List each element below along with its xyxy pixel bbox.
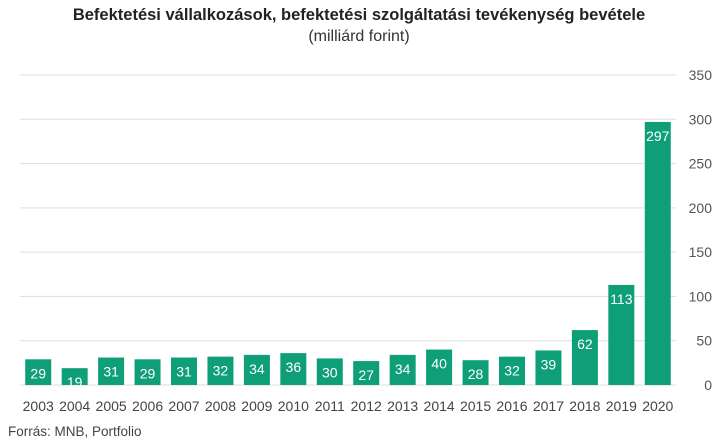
x-tick-label: 2013 — [387, 398, 418, 414]
bar — [426, 349, 453, 385]
x-tick-label: 2018 — [569, 398, 600, 414]
bar — [98, 357, 125, 385]
bar — [207, 356, 234, 385]
bar — [499, 356, 525, 385]
x-tick-label: 2008 — [205, 398, 236, 414]
bar-value-label: 36 — [286, 359, 302, 375]
bar-value-label: 297 — [646, 128, 670, 144]
bar-value-label: 40 — [431, 356, 447, 372]
x-tick-label: 2019 — [606, 398, 637, 414]
y-axis-ticks: 0 50 100 150 200 250 300 350 — [689, 67, 713, 393]
bar — [389, 354, 416, 385]
y-tick-label: 350 — [689, 67, 713, 83]
bar-value-label: 32 — [213, 363, 229, 379]
bar — [316, 358, 343, 385]
gridlines — [20, 74, 676, 386]
bar-value-label: 31 — [176, 364, 192, 380]
bar-value-label: 62 — [577, 336, 593, 352]
bar-value-label: 31 — [103, 364, 119, 380]
bar-value-label: 29 — [140, 365, 156, 381]
bar-value-label: 27 — [358, 367, 374, 383]
bar-value-label: 30 — [322, 364, 338, 380]
bar-value-label: 28 — [468, 366, 484, 382]
bar-value-label: 29 — [30, 365, 46, 381]
x-tick-label: 2006 — [132, 398, 163, 414]
x-tick-label: 2017 — [533, 398, 564, 414]
x-tick-label: 2011 — [315, 398, 345, 414]
bar — [61, 368, 88, 385]
bar-value-label: 34 — [249, 361, 265, 377]
bar — [243, 354, 270, 385]
y-tick-label: 300 — [689, 111, 713, 127]
x-axis-ticks: 2003 2004 2005 2006 2007 2008 2009 2010 2011 2012… — [23, 398, 674, 414]
bar — [134, 359, 161, 385]
bar — [571, 330, 598, 385]
bars — [25, 121, 671, 385]
chart-title: Befektetési vállalkozások, befektetési s… — [72, 6, 646, 24]
x-tick-label: 2010 — [278, 398, 309, 414]
y-tick-label: 200 — [689, 200, 713, 216]
bar-value-label: 19 — [67, 374, 83, 390]
bar-value-label: 34 — [395, 361, 411, 377]
x-tick-label: 2005 — [96, 398, 127, 414]
x-tick-label: 2004 — [59, 398, 90, 414]
bar — [25, 359, 52, 385]
y-tick-label: 50 — [696, 333, 712, 349]
data-labels: 29 19 31 29 31 32 34 36 30 27 34 40 28 32 39 62 113 297 — [30, 128, 669, 390]
y-tick-label: 0 — [704, 377, 712, 393]
x-tick-label: 2015 — [460, 398, 491, 414]
y-tick-label: 250 — [689, 156, 713, 172]
x-tick-label: 2009 — [241, 398, 272, 414]
source-note: Forrás: MNB, Portfolio — [8, 424, 142, 439]
bar — [171, 357, 197, 385]
bar — [608, 284, 635, 385]
bar — [280, 353, 307, 385]
x-tick-label: 2003 — [23, 398, 54, 414]
bar-value-label: 113 — [610, 291, 633, 307]
x-tick-label: 2014 — [424, 398, 455, 414]
bar — [535, 350, 562, 385]
bar — [353, 361, 380, 385]
x-tick-label: 2012 — [351, 398, 382, 414]
y-tick-label: 150 — [689, 244, 713, 260]
x-tick-label: 2007 — [168, 398, 199, 414]
x-tick-label: 2016 — [496, 398, 527, 414]
bar-value-label: 39 — [541, 356, 557, 372]
x-tick-label: 2020 — [642, 398, 673, 414]
chart-subtitle: (milliárd forint) — [308, 28, 410, 45]
bar — [644, 121, 671, 385]
y-tick-label: 100 — [689, 288, 713, 304]
bar-value-label: 32 — [504, 363, 520, 379]
bar — [462, 360, 489, 385]
